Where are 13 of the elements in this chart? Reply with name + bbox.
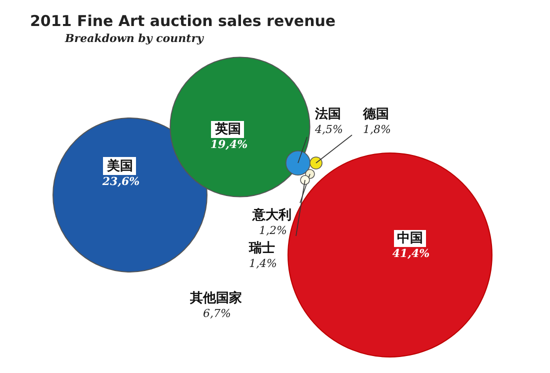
data-label: 1,2%: [259, 224, 287, 237]
data-label: 1,8%: [363, 123, 391, 136]
title: 2011 Fine Art auction sales revenue: [30, 12, 336, 30]
category-label: 中国: [397, 231, 423, 246]
data-label: 19,4%: [210, 138, 248, 151]
data-label: 1,4%: [249, 257, 277, 270]
category-label: 美国: [106, 158, 133, 174]
subtitle: Breakdown by country: [65, 32, 204, 45]
data-label: 23,6%: [101, 175, 140, 188]
data-label: 41,4%: [392, 247, 430, 260]
data-label: 4,5%: [314, 123, 343, 136]
data-label: 6,7%: [203, 307, 231, 320]
category-label: 英国: [214, 122, 241, 137]
